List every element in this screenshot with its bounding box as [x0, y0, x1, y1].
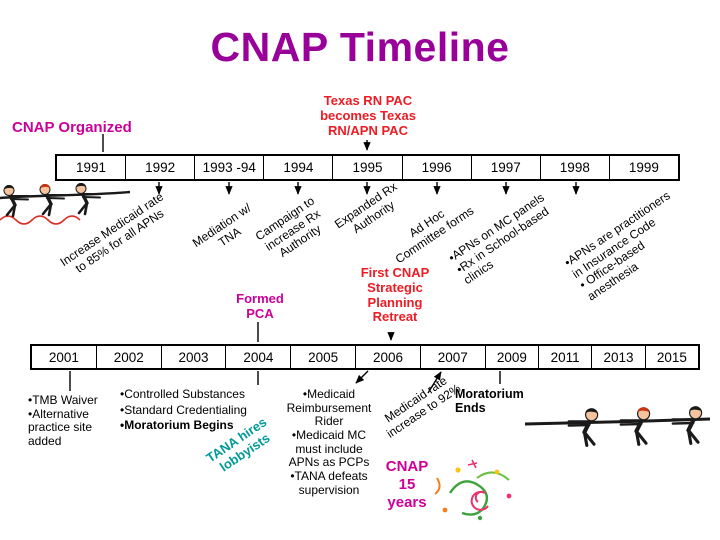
label-cnap-organized: CNAP Organized: [12, 119, 132, 136]
year-cell-1992: 1992: [125, 156, 195, 179]
timeline-2001-2015: 2001 2002 2003 2004 2005 2006 2007 2009 …: [30, 344, 700, 370]
year-cell-2001: 2001: [32, 346, 96, 368]
tug-of-war-kids-icon-right: [524, 406, 711, 445]
event-tmb-waiver: •TMB Waiver •Alternative practice site a…: [28, 393, 98, 449]
year-cell-2015: 2015: [644, 346, 698, 368]
year-cell-2003: 2003: [160, 346, 226, 368]
year-cell-1997: 1997: [470, 156, 540, 179]
label-texas-rn-pac: Texas RN PAC becomes Texas RN/APN PAC: [320, 93, 416, 138]
year-cell-1995: 1995: [332, 156, 402, 179]
year-cell-2002: 2002: [95, 346, 161, 368]
year-cell-2013: 2013: [591, 346, 645, 368]
event-medicaid-reimbursement: •Medicaid Reimbursement Rider •Medicaid …: [286, 387, 372, 497]
year-cell-2004: 2004: [225, 346, 291, 368]
year-cell-1991: 1991: [57, 156, 126, 179]
timeline-1991-1999: 1991 1992 1993 -94 1994 1995 1996 1997 1…: [55, 154, 680, 181]
medicaid-rider-arrow: [355, 370, 369, 384]
year-cell-1994: 1994: [263, 156, 333, 179]
fireworks-confetti-icon: [434, 459, 512, 521]
event-increase-medicaid-rate: Increase Medicaid rate to 85% for all AP…: [57, 189, 167, 276]
event-apns-practitioners: •APNs are practitioners in Insurance Cod…: [561, 188, 673, 304]
event-moratorium-begins: •Moratorium Begins: [120, 418, 234, 433]
page-title: CNAP Timeline: [210, 24, 510, 70]
label-formed-pca: Formed PCA: [236, 291, 284, 321]
event-controlled-line2: •Standard Credentialing: [120, 402, 247, 417]
year-cell-1996: 1996: [401, 156, 471, 179]
event-moratorium-ends: Moratorium Ends: [455, 387, 524, 416]
year-cell-2006: 2006: [355, 346, 420, 368]
year-cell-2011: 2011: [538, 346, 592, 368]
tug-of-war-kids-icon-left: [0, 181, 131, 225]
year-cell-1993-94: 1993 -94: [194, 156, 264, 179]
year-cell-2005: 2005: [290, 346, 356, 368]
year-cell-2009: 2009: [484, 346, 539, 368]
year-cell-1999: 1999: [608, 156, 678, 179]
label-cnap-15-years: CNAP 15 years: [385, 458, 429, 511]
year-cell-1998: 1998: [539, 156, 609, 179]
event-controlled-line1: •Controlled Substances: [120, 387, 245, 401]
year-cell-2007: 2007: [419, 346, 485, 368]
label-first-cnap-retreat: First CNAP Strategic Planning Retreat: [360, 265, 430, 325]
event-controlled-substances: •Controlled Substances •Standard Credent…: [120, 387, 278, 435]
